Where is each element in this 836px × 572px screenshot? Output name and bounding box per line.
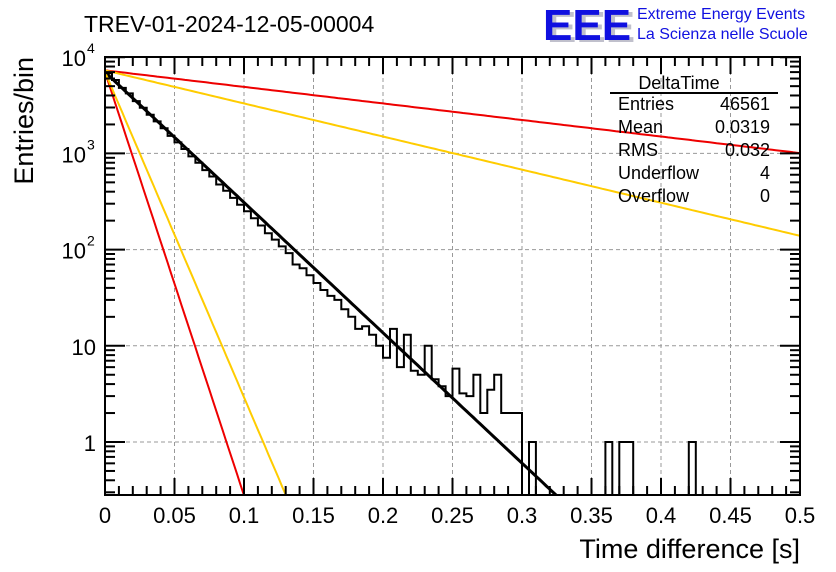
y-tick-exponent: 2 bbox=[87, 233, 95, 249]
x-tick-label: 0.4 bbox=[646, 503, 677, 528]
stats-title: DeltaTime bbox=[638, 73, 719, 93]
stats-value-rms: 0.032 bbox=[725, 140, 770, 160]
eee-logo: EEE EEE Extreme Energy Events La Scienza… bbox=[543, 1, 808, 52]
stats-box: DeltaTime Entries 46561 Mean 0.0319 RMS 0.032… bbox=[610, 73, 778, 206]
stats-value-overflow: 0 bbox=[760, 186, 770, 206]
stats-value-entries: 46561 bbox=[720, 94, 770, 114]
stats-label-underflow: Underflow bbox=[618, 163, 700, 183]
stats-label-rms: RMS bbox=[618, 140, 658, 160]
x-tick-label: 0.3 bbox=[507, 503, 538, 528]
y-tick-exponent: 4 bbox=[87, 40, 95, 56]
y-tick-exponent: 3 bbox=[87, 136, 95, 152]
x-axis: 0 0.05 0.1 0.15 0.2 0.25 0.3 0.35 0.4 0.45 0.5 bbox=[99, 57, 815, 528]
x-tick-label: 0.45 bbox=[709, 503, 752, 528]
fit-line-limit-yellow-shallow bbox=[105, 69, 800, 237]
stats-label-overflow: Overflow bbox=[618, 186, 690, 206]
histogram-series bbox=[105, 72, 697, 495]
logo-line-1: Extreme Energy Events bbox=[637, 6, 805, 23]
x-tick-label: 0.1 bbox=[229, 503, 260, 528]
logo-mark-shadow: EEE bbox=[547, 3, 635, 52]
y-axis-title: Entries/bin bbox=[9, 57, 39, 185]
x-axis-title: Time difference [s] bbox=[579, 534, 800, 564]
fit-line-limit-red-shallow bbox=[105, 69, 800, 155]
logo-mark: EEE bbox=[543, 1, 631, 50]
plot-title: TREV-01-2024-12-05-00004 bbox=[84, 11, 374, 37]
x-tick-label: 0.35 bbox=[570, 503, 613, 528]
stats-label-mean: Mean bbox=[618, 117, 663, 137]
stats-value-mean: 0.0319 bbox=[715, 117, 770, 137]
grid-lines bbox=[105, 56, 800, 495]
x-tick-label: 0.25 bbox=[431, 503, 474, 528]
stats-label-entries: Entries bbox=[618, 94, 674, 114]
y-tick-label: 1 bbox=[84, 431, 96, 456]
x-tick-label: 0 bbox=[99, 503, 111, 528]
x-tick-label: 0.15 bbox=[292, 503, 335, 528]
y-tick-label: 10 bbox=[62, 239, 86, 264]
logo-line-2: La Scienza nelle Scuole bbox=[637, 26, 808, 43]
x-tick-label: 0.2 bbox=[368, 503, 399, 528]
fit-line-limit-red-steep bbox=[105, 71, 245, 495]
stats-value-underflow: 4 bbox=[760, 163, 770, 183]
fit-line-limit-yellow-steep bbox=[105, 71, 288, 495]
y-tick-label: 10 bbox=[72, 335, 96, 360]
histogram-outline bbox=[105, 72, 697, 495]
x-tick-label: 0.05 bbox=[153, 503, 196, 528]
y-tick-label: 10 bbox=[62, 142, 86, 167]
y-tick-label: 10 bbox=[62, 46, 86, 71]
x-tick-label: 0.5 bbox=[785, 503, 816, 528]
